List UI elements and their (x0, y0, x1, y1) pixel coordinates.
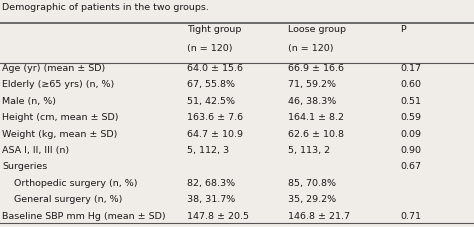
Text: Tight group: Tight group (187, 25, 242, 34)
Text: 164.1 ± 8.2: 164.1 ± 8.2 (288, 113, 344, 122)
Text: Baseline SBP mm Hg (mean ± SD): Baseline SBP mm Hg (mean ± SD) (2, 211, 166, 220)
Text: 0.09: 0.09 (401, 129, 421, 138)
Text: 64.0 ± 15.6: 64.0 ± 15.6 (187, 64, 243, 73)
Text: 147.8 ± 20.5: 147.8 ± 20.5 (187, 211, 249, 220)
Text: 71, 59.2%: 71, 59.2% (288, 80, 336, 89)
Text: General surgery (n, %): General surgery (n, %) (2, 194, 123, 203)
Text: 146.8 ± 21.7: 146.8 ± 21.7 (288, 211, 350, 220)
Text: Demographic of patients in the two groups.: Demographic of patients in the two group… (2, 3, 209, 12)
Text: 67, 55.8%: 67, 55.8% (187, 80, 235, 89)
Text: 0.90: 0.90 (401, 145, 421, 154)
Text: 66.9 ± 16.6: 66.9 ± 16.6 (288, 64, 344, 73)
Text: 35, 29.2%: 35, 29.2% (288, 194, 337, 203)
Text: Age (yr) (mean ± SD): Age (yr) (mean ± SD) (2, 64, 106, 73)
Text: 85, 70.8%: 85, 70.8% (288, 178, 336, 187)
Text: ASA I, II, III (n): ASA I, II, III (n) (2, 145, 70, 154)
Text: (n = 120): (n = 120) (187, 44, 233, 53)
Text: Height (cm, mean ± SD): Height (cm, mean ± SD) (2, 113, 119, 122)
Text: 46, 38.3%: 46, 38.3% (288, 96, 337, 105)
Text: Surgeries: Surgeries (2, 162, 47, 171)
Text: 0.59: 0.59 (401, 113, 421, 122)
Text: 163.6 ± 7.6: 163.6 ± 7.6 (187, 113, 243, 122)
Text: 82, 68.3%: 82, 68.3% (187, 178, 236, 187)
Text: 5, 112, 3: 5, 112, 3 (187, 145, 229, 154)
Text: Weight (kg, mean ± SD): Weight (kg, mean ± SD) (2, 129, 118, 138)
Text: P: P (401, 25, 406, 34)
Text: 0.17: 0.17 (401, 64, 421, 73)
Text: 64.7 ± 10.9: 64.7 ± 10.9 (187, 129, 243, 138)
Text: 0.67: 0.67 (401, 162, 421, 171)
Text: Elderly (≥65 yrs) (n, %): Elderly (≥65 yrs) (n, %) (2, 80, 115, 89)
Text: 38, 31.7%: 38, 31.7% (187, 194, 236, 203)
Text: Orthopedic surgery (n, %): Orthopedic surgery (n, %) (2, 178, 138, 187)
Text: 0.51: 0.51 (401, 96, 421, 105)
Text: 51, 42.5%: 51, 42.5% (187, 96, 235, 105)
Text: 0.71: 0.71 (401, 211, 421, 220)
Text: 62.6 ± 10.8: 62.6 ± 10.8 (288, 129, 344, 138)
Text: Male (n, %): Male (n, %) (2, 96, 56, 105)
Text: (n = 120): (n = 120) (288, 44, 334, 53)
Text: Loose group: Loose group (288, 25, 346, 34)
Text: 5, 113, 2: 5, 113, 2 (288, 145, 330, 154)
Text: 0.60: 0.60 (401, 80, 421, 89)
